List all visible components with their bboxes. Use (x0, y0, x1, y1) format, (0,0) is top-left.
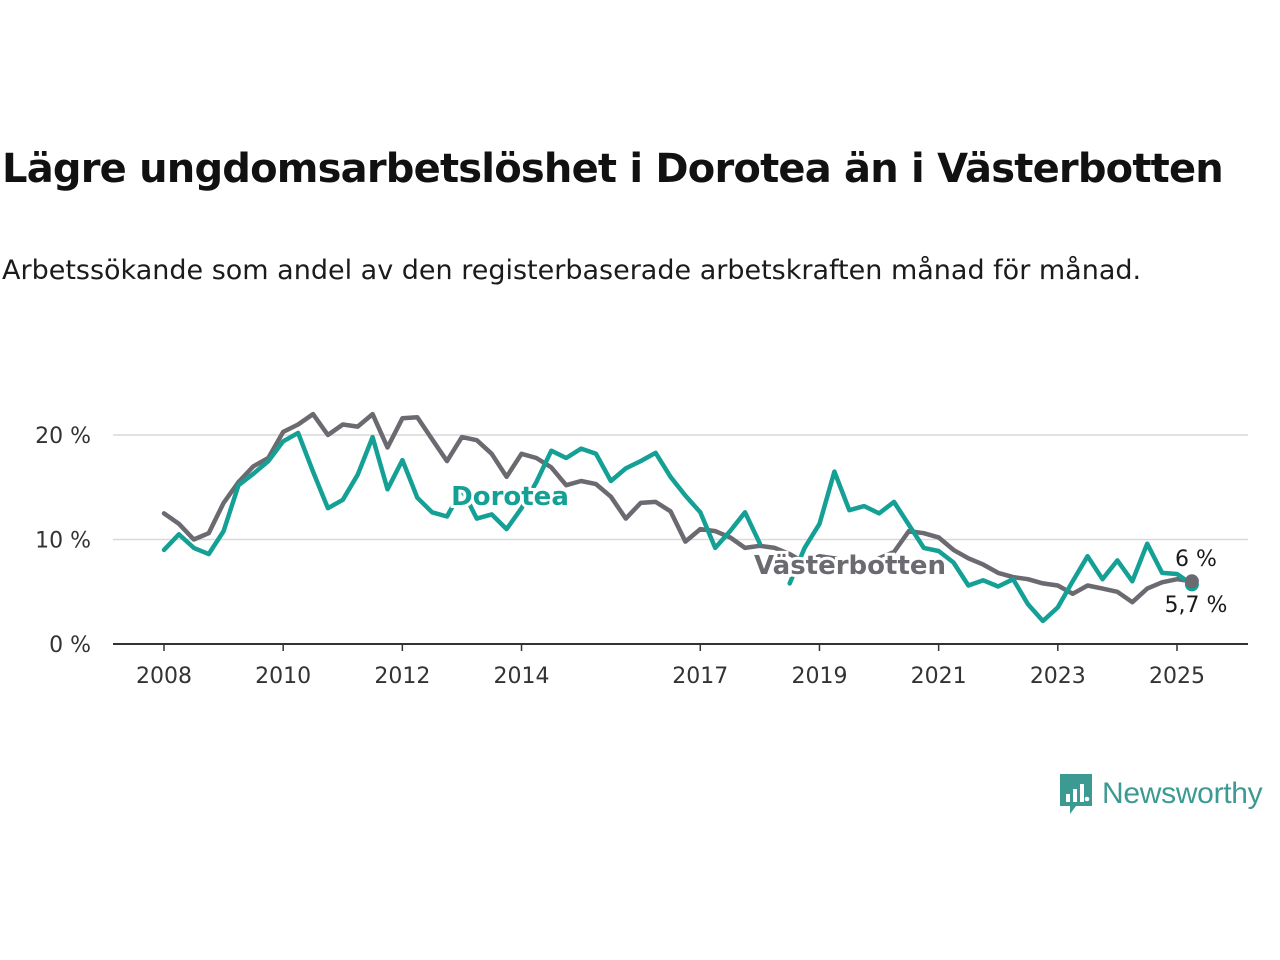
x-tick-label: 2017 (672, 664, 728, 689)
end-label-dorotea: 5,7 % (1165, 593, 1228, 618)
newsworthy-logo[interactable]: Newsworthy (1058, 772, 1263, 816)
x-tick-label: 2014 (494, 664, 550, 689)
x-tick-label: 2021 (911, 664, 967, 689)
x-tick-label: 2012 (374, 664, 430, 689)
chart-title: Lägre ungdomsarbetslöshet i Dorotea än i… (2, 146, 1224, 192)
y-tick-label: 20 % (35, 424, 91, 449)
y-tick-label: 0 % (49, 633, 91, 658)
series-label-dorotea: Dorotea (451, 482, 569, 512)
x-tick-label: 2023 (1030, 664, 1086, 689)
line-chart: 0 % 10 % 20 % 2008 2010 2012 2014 2017 2019 2021 2… (35, 411, 1248, 689)
x-tick-label: 2019 (791, 664, 847, 689)
end-label-vasterbotten: 6 % (1175, 547, 1217, 572)
end-dot-vasterbotten (1184, 574, 1199, 589)
series-line-vasterbotten (161, 411, 1195, 605)
chart-subtitle: Arbetssökande som andel av den registerb… (2, 255, 1142, 286)
newsworthy-logo-icon (1060, 774, 1092, 814)
x-tick-label: 2010 (255, 664, 311, 689)
brand-name: Newsworthy (1102, 777, 1263, 810)
y-tick-label: 10 % (35, 529, 91, 554)
x-tick-label: 2025 (1149, 664, 1205, 689)
series-label-vasterbotten: Västerbotten (754, 551, 946, 581)
x-tick-label: 2008 (136, 664, 192, 689)
series-line-dorotea (161, 430, 1195, 624)
